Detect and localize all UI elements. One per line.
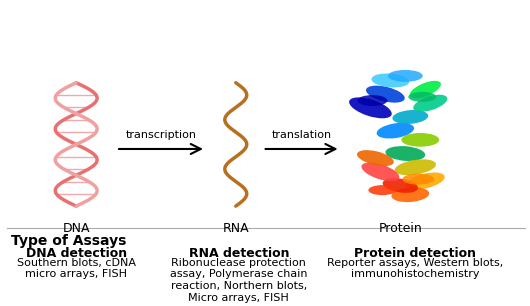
Ellipse shape	[385, 146, 425, 161]
Ellipse shape	[406, 173, 445, 189]
Ellipse shape	[357, 150, 394, 166]
Text: DNA: DNA	[63, 222, 90, 235]
Ellipse shape	[388, 70, 423, 82]
Ellipse shape	[361, 162, 399, 181]
Ellipse shape	[366, 86, 405, 103]
Text: translation: translation	[271, 130, 332, 140]
Ellipse shape	[377, 123, 414, 139]
Text: Protein: Protein	[378, 222, 422, 235]
Ellipse shape	[410, 81, 441, 98]
Ellipse shape	[392, 187, 429, 202]
Text: Reporter assays, Western blots,
immunohistochemistry: Reporter assays, Western blots, immunohi…	[327, 258, 504, 279]
Text: RNA detection: RNA detection	[189, 247, 289, 260]
Text: Type of Assays: Type of Assays	[11, 234, 127, 248]
Ellipse shape	[395, 159, 436, 175]
Ellipse shape	[401, 133, 439, 147]
Ellipse shape	[368, 185, 396, 195]
Ellipse shape	[402, 174, 434, 185]
Text: DNA detection: DNA detection	[25, 247, 127, 260]
Ellipse shape	[349, 97, 392, 118]
Text: Protein detection: Protein detection	[354, 247, 476, 260]
Ellipse shape	[392, 110, 428, 124]
Ellipse shape	[408, 92, 436, 102]
Text: transcription: transcription	[126, 130, 197, 140]
Text: Southern blots, cDNA
micro arrays, FISH: Southern blots, cDNA micro arrays, FISH	[16, 258, 136, 279]
Text: Ribonuclease protection
assay, Polymerase chain
reaction, Northern blots,
Micro : Ribonuclease protection assay, Polymeras…	[170, 258, 307, 303]
Ellipse shape	[357, 95, 387, 106]
Ellipse shape	[383, 178, 418, 193]
Text: RNA: RNA	[223, 222, 249, 235]
Ellipse shape	[372, 73, 409, 88]
Ellipse shape	[413, 95, 447, 112]
